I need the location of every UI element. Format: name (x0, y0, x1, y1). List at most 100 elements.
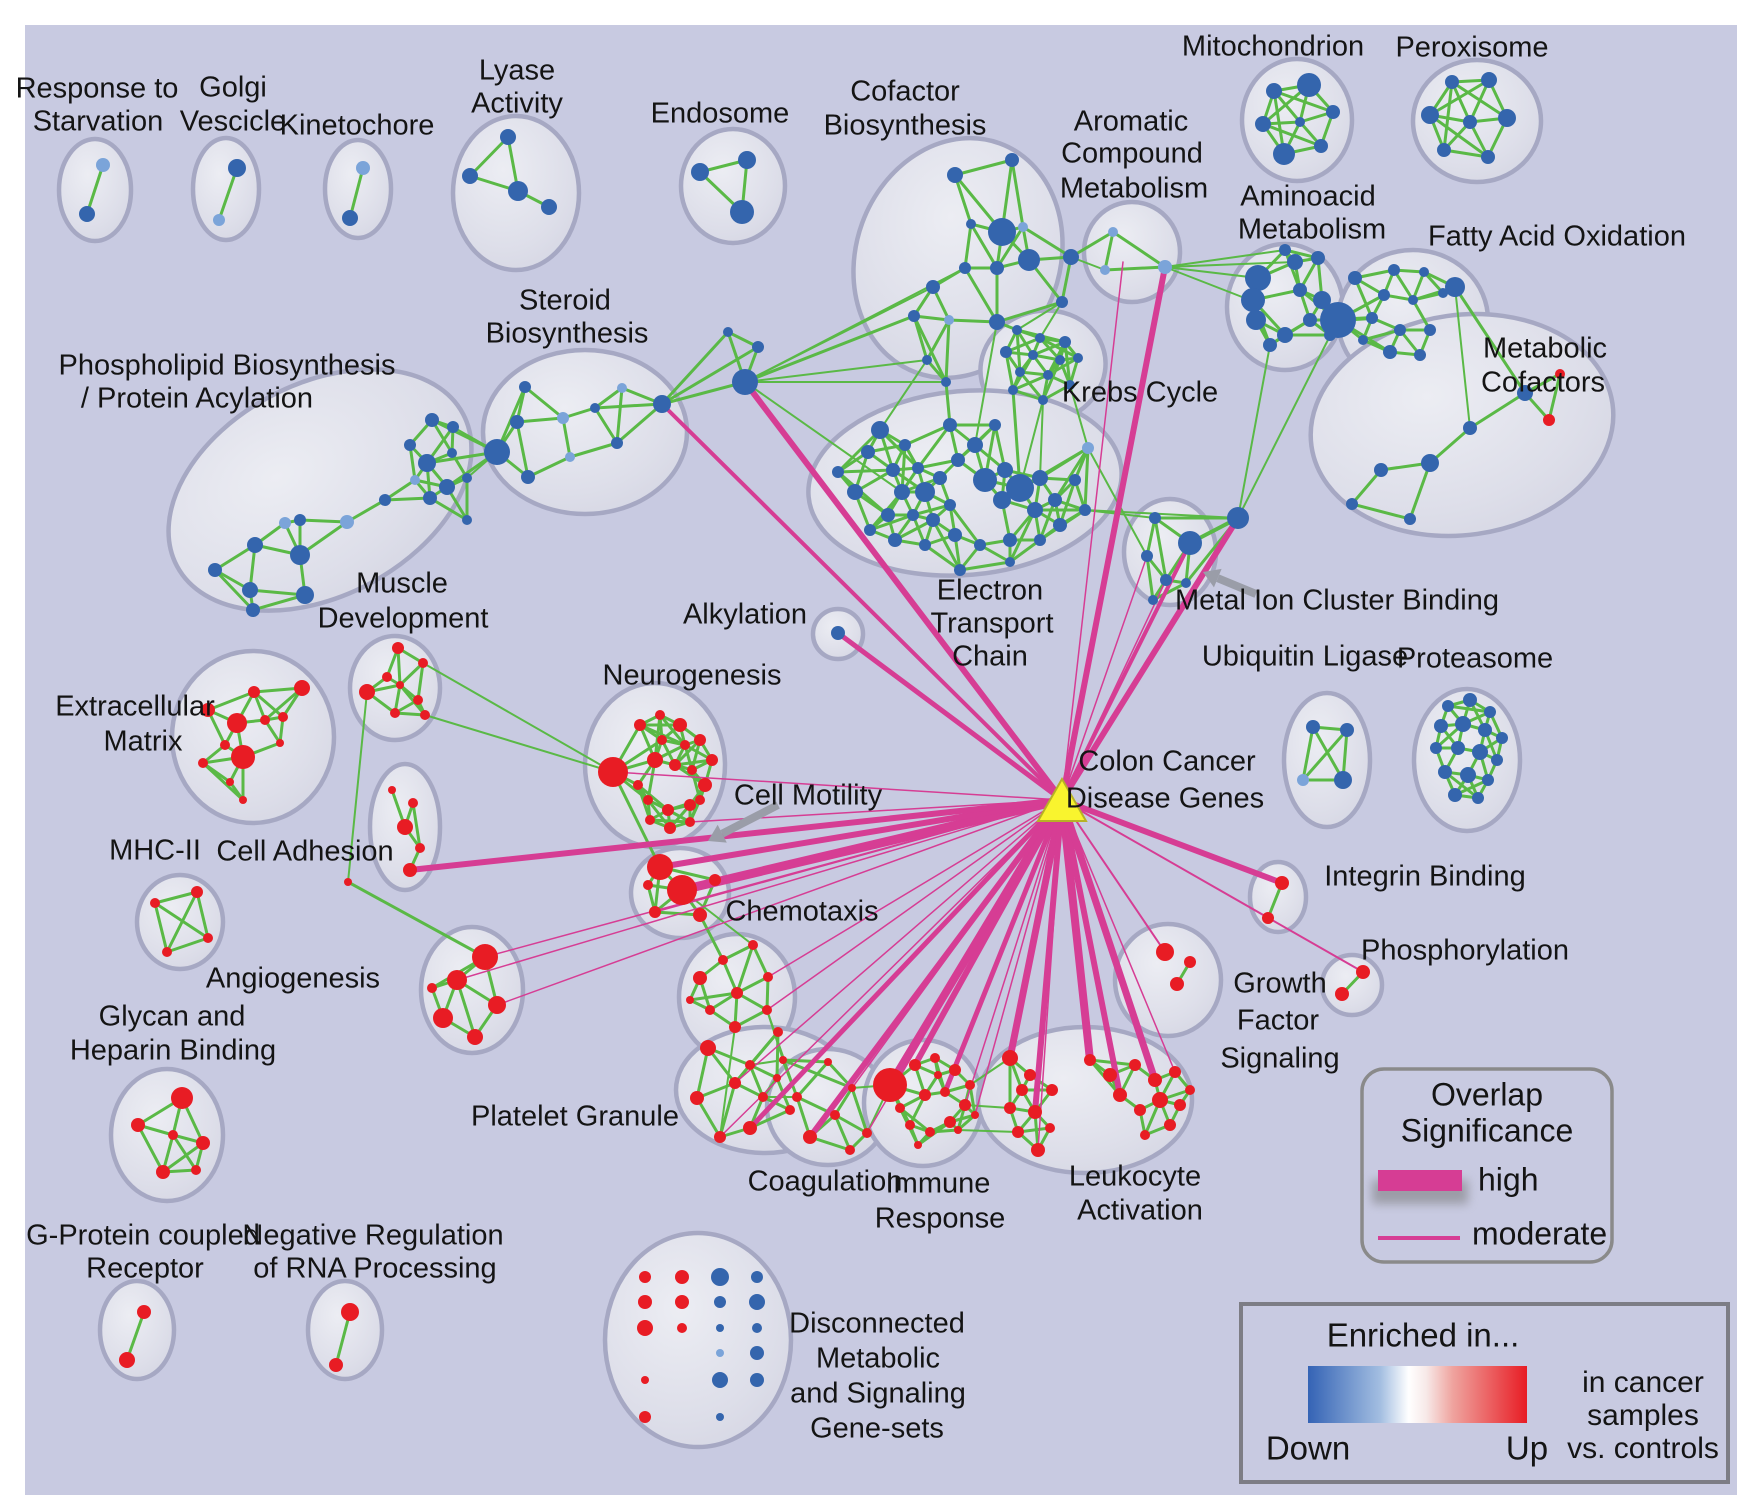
gene-set-node[interactable] (1148, 595, 1158, 605)
gene-set-node[interactable] (752, 1323, 762, 1333)
gene-set-node[interactable] (379, 494, 391, 506)
gene-set-node[interactable] (673, 718, 687, 732)
gene-set-node[interactable] (649, 906, 661, 918)
gene-set-node[interactable] (912, 462, 924, 474)
gene-set-node[interactable] (439, 479, 455, 495)
gene-set-node[interactable] (965, 1080, 975, 1090)
gene-set-node[interactable] (643, 880, 653, 890)
gene-set-node[interactable] (832, 466, 844, 478)
gene-set-node[interactable] (888, 533, 902, 547)
gene-set-node[interactable] (718, 955, 728, 965)
gene-set-node[interactable] (1383, 345, 1397, 359)
gene-set-node[interactable] (344, 878, 352, 886)
gene-set-node[interactable] (990, 261, 1004, 275)
gene-set-node[interactable] (966, 219, 976, 229)
gene-set-node[interactable] (1063, 249, 1079, 265)
gene-set-node[interactable] (1005, 153, 1019, 167)
gene-set-node[interactable] (997, 462, 1013, 478)
gene-set-node[interactable] (677, 1323, 687, 1333)
gene-set-node[interactable] (484, 439, 510, 465)
gene-set-node[interactable] (1320, 302, 1356, 338)
gene-set-node[interactable] (1241, 288, 1265, 312)
gene-set-node[interactable] (119, 1352, 135, 1368)
gene-set-node[interactable] (392, 642, 404, 654)
gene-set-node[interactable] (687, 765, 697, 775)
gene-set-node[interactable] (944, 499, 956, 511)
gene-set-node[interactable] (919, 539, 931, 551)
gene-set-node[interactable] (541, 199, 557, 215)
gene-set-node[interactable] (752, 341, 764, 353)
gene-set-node[interactable] (1455, 716, 1471, 732)
gene-set-node[interactable] (864, 524, 876, 536)
gene-set-node[interactable] (1366, 312, 1378, 324)
gene-set-node[interactable] (1482, 774, 1494, 786)
gene-set-node[interactable] (750, 1346, 764, 1360)
gene-set-node[interactable] (423, 491, 437, 505)
gene-set-node[interactable] (279, 517, 291, 529)
gene-set-node[interactable] (645, 815, 655, 825)
gene-set-node[interactable] (1263, 338, 1277, 352)
gene-set-node[interactable] (1016, 1084, 1028, 1096)
gene-set-node[interactable] (1043, 370, 1053, 380)
gene-set-node[interactable] (895, 1103, 905, 1113)
gene-set-node[interactable] (940, 1087, 950, 1097)
gene-set-node[interactable] (1004, 1102, 1016, 1114)
cluster-ellipse-endosome[interactable] (678, 126, 788, 246)
gene-set-node[interactable] (686, 996, 694, 1004)
gene-set-node[interactable] (1295, 117, 1305, 127)
gene-set-node[interactable] (1032, 470, 1048, 486)
gene-set-node[interactable] (803, 1130, 817, 1144)
gene-set-node[interactable] (1472, 792, 1484, 804)
gene-set-node[interactable] (239, 796, 247, 804)
gene-set-node[interactable] (669, 759, 681, 771)
gene-set-node[interactable] (390, 708, 400, 718)
gene-set-node[interactable] (743, 1121, 757, 1135)
gene-set-node[interactable] (1152, 1092, 1168, 1108)
gene-set-node[interactable] (1297, 73, 1321, 97)
gene-set-node[interactable] (1484, 706, 1496, 718)
gene-set-node[interactable] (873, 1068, 907, 1102)
gene-set-node[interactable] (1156, 943, 1174, 961)
gene-set-node[interactable] (1005, 557, 1015, 567)
gene-set-node[interactable] (845, 1145, 855, 1155)
gene-set-node[interactable] (191, 886, 203, 898)
gene-set-node[interactable] (1015, 367, 1025, 377)
gene-set-node[interactable] (294, 680, 310, 696)
gene-set-node[interactable] (1002, 1050, 1018, 1066)
gene-set-node[interactable] (1164, 1119, 1176, 1131)
gene-set-node[interactable] (989, 314, 1005, 330)
cluster-ellipse-golgi-vescicle[interactable] (190, 135, 262, 243)
gene-set-node[interactable] (662, 804, 674, 816)
gene-set-node[interactable] (1438, 288, 1448, 298)
gene-set-node[interactable] (1184, 956, 1196, 968)
gene-set-node[interactable] (691, 163, 709, 181)
gene-set-node[interactable] (1178, 531, 1202, 555)
gene-set-node[interactable] (341, 1303, 359, 1321)
gene-set-node[interactable] (404, 439, 416, 451)
gene-set-node[interactable] (750, 1373, 764, 1387)
gene-set-node[interactable] (1442, 700, 1454, 712)
gene-set-node[interactable] (926, 513, 940, 527)
gene-set-node[interactable] (634, 719, 646, 731)
gene-set-node[interactable] (1460, 767, 1476, 783)
gene-set-node[interactable] (1065, 380, 1075, 390)
gene-set-node[interactable] (905, 1120, 915, 1130)
gene-set-node[interactable] (1140, 1130, 1150, 1140)
gene-set-node[interactable] (993, 491, 1011, 509)
gene-set-node[interactable] (748, 940, 758, 950)
gene-set-node[interactable] (557, 412, 569, 424)
gene-set-node[interactable] (949, 1064, 961, 1076)
gene-set-node[interactable] (773, 1027, 783, 1037)
cluster-ellipse-steroid-biosynthesis[interactable] (480, 347, 690, 517)
gene-set-node[interactable] (1496, 732, 1508, 744)
gene-set-node[interactable] (886, 463, 900, 477)
gene-set-node[interactable] (944, 315, 954, 325)
gene-set-node[interactable] (922, 355, 932, 365)
gene-set-node[interactable] (1255, 116, 1271, 132)
gene-set-node[interactable] (1018, 249, 1040, 271)
colon-cancer-hub-node[interactable] (1036, 776, 1088, 822)
gene-set-node[interactable] (971, 1111, 979, 1119)
gene-set-node[interactable] (643, 795, 653, 805)
gene-set-node[interactable] (639, 1411, 651, 1423)
gene-set-node[interactable] (415, 843, 425, 853)
